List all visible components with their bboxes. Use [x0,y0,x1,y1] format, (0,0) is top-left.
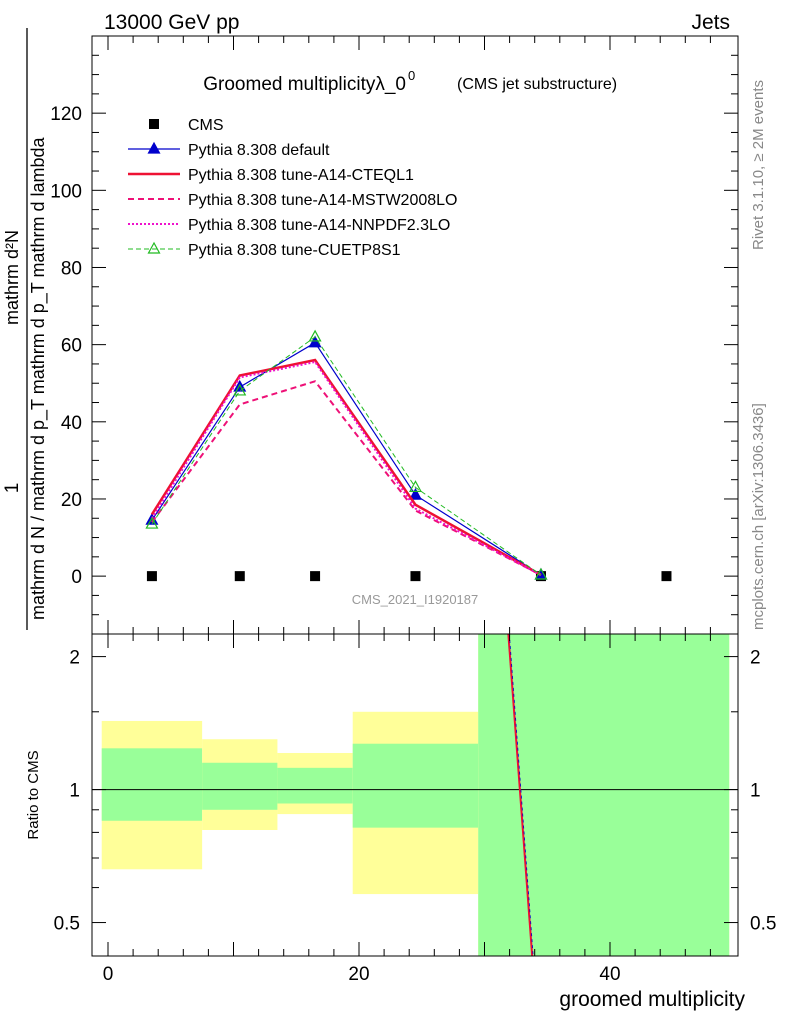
ratio-y-tick-label-right: 1 [750,781,761,802]
ratio-y-tick-label-right: 0.5 [750,914,776,935]
ratio-y-tick-label: 1 [69,781,80,802]
cms-data-point [234,571,245,582]
plot-title-superscript: 0 [408,68,415,83]
series-marker-5 [145,516,159,529]
x-tick-label: 0 [103,964,114,985]
legend-label-3: Pythia 8.308 tune-A14-MSTW2008LO [188,192,457,209]
y-axis-numerator: mathrm d²N [2,230,22,325]
cms-data-point [410,571,421,582]
ratio-band-green-1 [202,762,278,810]
ratio-plot-panel: 0.5 0.51 12 20 20 40 Ratio to CMS groomed mul… [25,633,776,1011]
series-marker-1 [408,487,422,500]
y-tick-label: 100 [50,181,82,202]
ratio-y-tick-label: 0.5 [54,914,80,935]
cms-data-point [146,571,157,582]
mcplots-label: mcplots.cern.ch [arXiv:1306.3436] [750,403,767,630]
y-tick-label: 80 [61,258,82,279]
collision-label: 13000 GeV pp [104,11,239,34]
ratio-plot-frame [91,633,739,957]
legend-marker-1 [147,141,161,154]
legend-label-4: Pythia 8.308 tune-A14-NNPDF2.3LO [188,217,450,234]
x-tick-label: 20 [348,964,369,985]
ratio-band-green-3 [352,743,479,828]
legend: CMS Pythia 8.308 default Pythia 8.308 tune… [128,117,457,259]
series-marker-5 [233,383,247,396]
series-line-5 [151,336,542,576]
series-line-3 [151,380,542,576]
y-tick-label: 120 [50,104,82,125]
category-label: Jets [691,11,730,34]
rivet-label: Rivet 3.1.10, ≥ 2M events [750,80,767,250]
x-tick-label: 40 [599,964,620,985]
legend-label-5: Pythia 8.308 tune-CUETP8S1 [188,242,401,259]
plot-title: Groomed multiplicityλ_0 [203,74,406,95]
ratio-band-green-4 [478,634,730,956]
legend-label-1: Pythia 8.308 default [188,142,330,159]
ratio-band-green-0 [101,748,203,821]
series-marker-5 [308,329,322,342]
y-tick-label: 40 [61,413,82,434]
x-axis-label: groomed multiplicity [559,988,745,1011]
ratio-y-tick-label: 2 [69,648,80,669]
y-axis-denominator: mathrm d N / mathrm d p_T mathrm d p_T m… [28,137,49,620]
ratio-y-axis-label: Ratio to CMS [25,750,42,839]
y-tick-label: 0 [71,567,82,588]
cms-data-point [661,571,672,582]
ratio-band-green-2 [277,767,353,804]
plot-subtitle: (CMS jet substructure) [457,76,617,93]
legend-label-0: CMS [188,117,224,134]
ratio-y-tick-label-right: 2 [750,648,761,669]
cms-data-point [310,571,321,582]
series-line-1 [151,341,542,576]
analysis-watermark: CMS_2021_I1920187 [352,592,479,607]
legend-marker-cms [149,119,159,129]
legend-marker-5 [147,241,161,254]
series-marker-5 [534,567,548,580]
series-line-2 [150,358,542,577]
legend-label-2: Pythia 8.308 tune-A14-CTEQL1 [188,167,414,184]
y-tick-label: 60 [61,336,82,357]
ratio-curve [507,633,534,957]
y-tick-label: 20 [61,490,82,511]
y-axis-prefix: 1 [2,483,23,494]
series-marker-5 [408,480,422,492]
